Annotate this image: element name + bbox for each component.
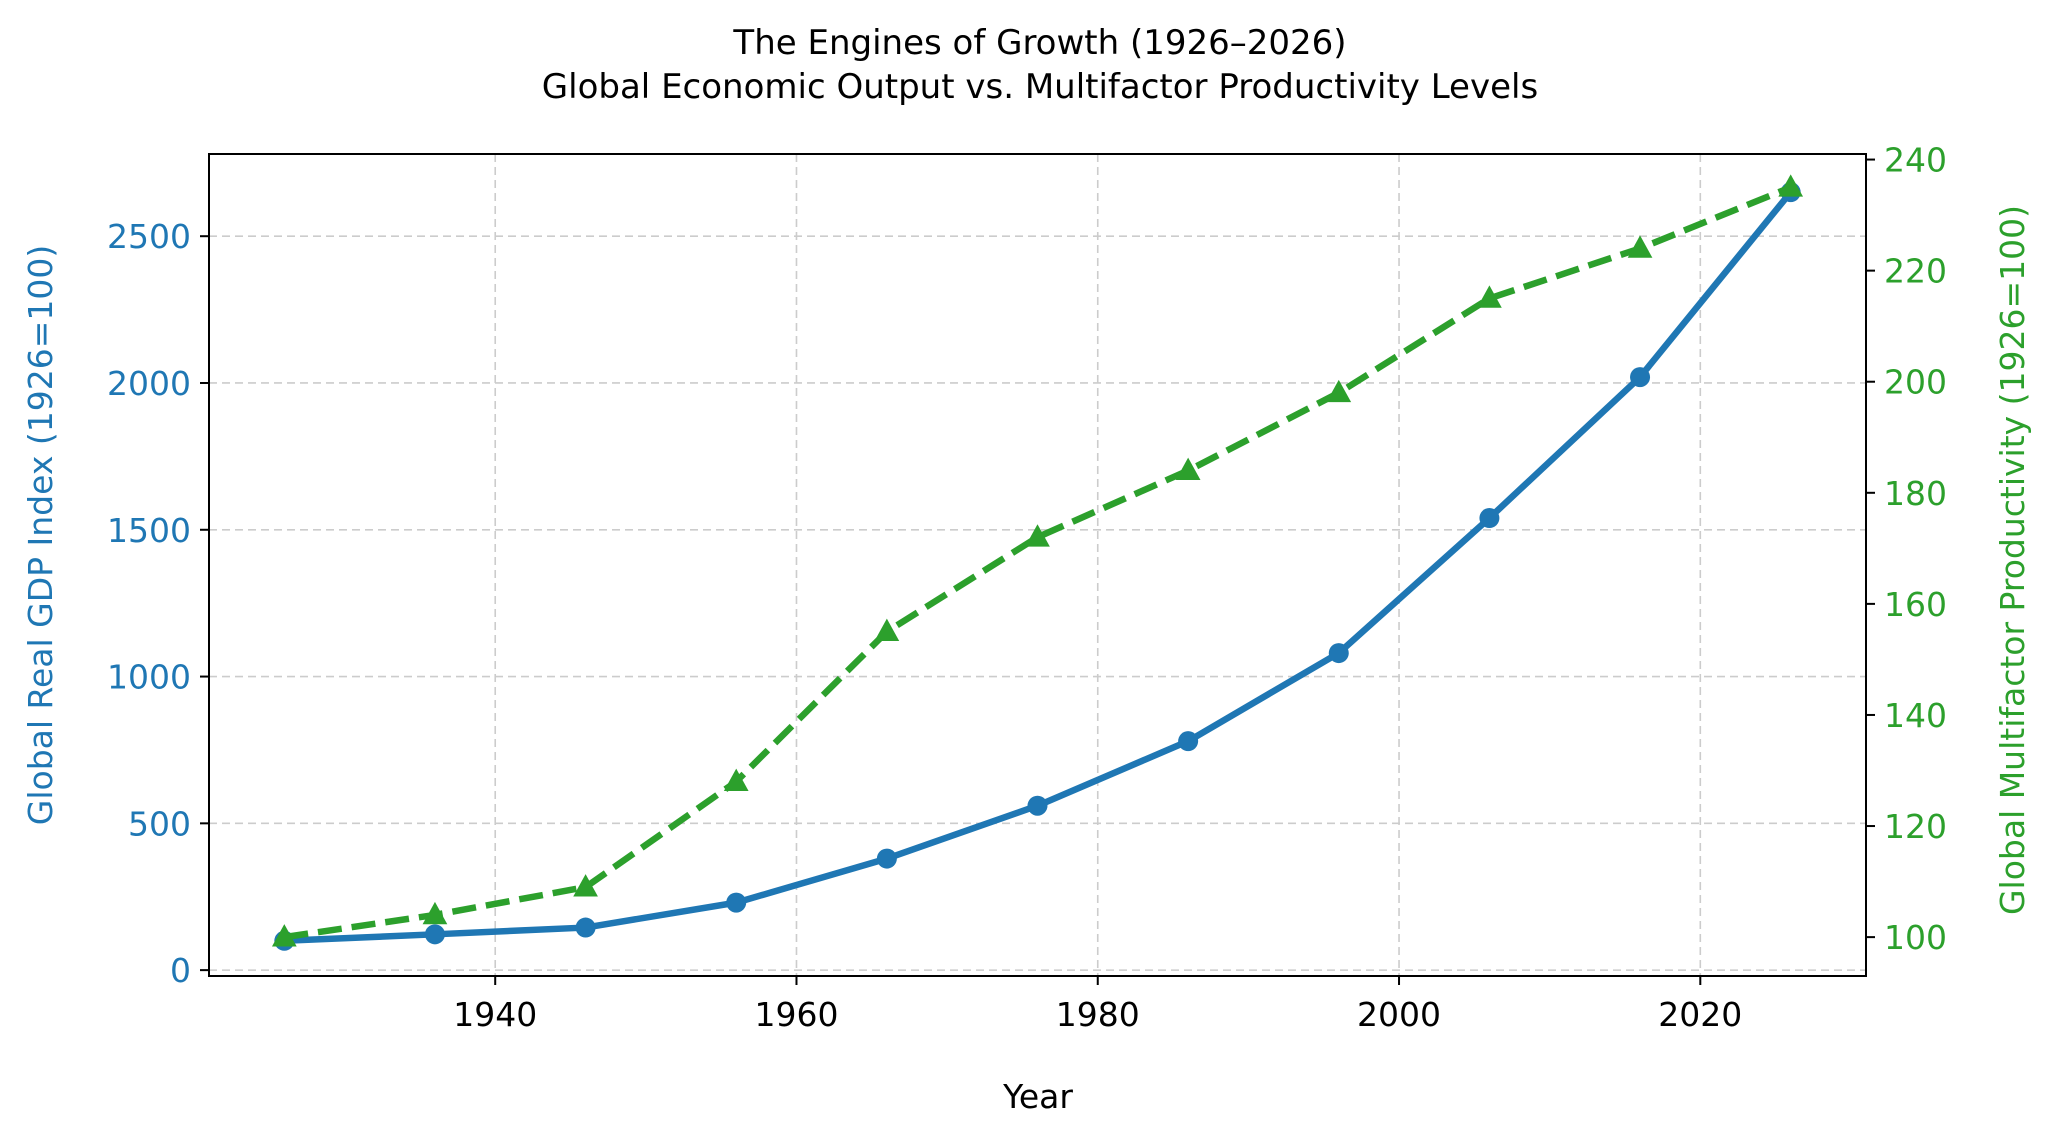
x-tick-label: 2000 xyxy=(1357,995,1441,1034)
data-point xyxy=(1027,795,1048,816)
data-point xyxy=(876,848,897,869)
y-right-tick-label: 180 xyxy=(1884,474,1947,513)
y-left-tick-label: 2000 xyxy=(107,364,191,403)
y-left-tick-label: 2500 xyxy=(107,217,191,256)
x-tick-label: 1980 xyxy=(1056,995,1140,1034)
y-right-tick-label: 160 xyxy=(1884,585,1947,624)
y-left-tick-label: 1500 xyxy=(107,511,191,550)
plot-area-frame xyxy=(208,153,1867,977)
data-point xyxy=(575,917,596,938)
y-axis-label-left: Global Real GDP Index (1926=100) xyxy=(21,245,60,825)
y-right-tick-label: 120 xyxy=(1884,807,1947,846)
y-right-tick-label: 240 xyxy=(1884,141,1947,180)
data-point xyxy=(1178,731,1199,752)
data-point xyxy=(424,924,445,945)
x-axis-label: Year xyxy=(1002,1077,1073,1116)
data-point xyxy=(723,768,749,791)
y-axis-label-right: Global Multifactor Productivity (1926=10… xyxy=(1993,205,2032,915)
x-tick-label: 2020 xyxy=(1658,995,1742,1034)
y-left-tick-label: 500 xyxy=(128,804,191,843)
data-point xyxy=(1630,367,1651,388)
y-right-tick-label: 140 xyxy=(1884,696,1947,735)
data-point xyxy=(573,874,598,897)
y-left-tick-label: 0 xyxy=(170,951,191,990)
data-point xyxy=(1778,174,1804,197)
series-1 xyxy=(274,182,1801,951)
data-point xyxy=(1025,524,1050,547)
data-point xyxy=(874,618,900,642)
chart-title: The Engines of Growth (1926–2026) xyxy=(732,23,1346,63)
data-point xyxy=(1477,285,1502,308)
plot-series xyxy=(271,174,1804,951)
data-point xyxy=(271,924,297,947)
grid xyxy=(209,154,1866,976)
data-point xyxy=(1326,379,1352,403)
chart-subtitle: Global Economic Output vs. Multifactor P… xyxy=(542,67,1538,107)
data-point xyxy=(1479,508,1500,529)
y-right-tick-label: 220 xyxy=(1884,252,1947,291)
data-point xyxy=(422,901,448,925)
y-left-tick-label: 1000 xyxy=(107,658,191,697)
data-point xyxy=(726,892,747,913)
y-right-tick-label: 100 xyxy=(1884,918,1947,957)
series-line xyxy=(283,184,1792,941)
series-line xyxy=(284,190,1794,945)
series-2 xyxy=(271,174,1804,947)
x-tick-label: 1960 xyxy=(754,995,838,1034)
x-tick-label: 1940 xyxy=(453,995,537,1034)
data-point xyxy=(1627,235,1653,258)
data-point xyxy=(1175,457,1201,480)
axes: 1940 1960 1980 2000 2020 0 500 1000 1500 2000 2500… xyxy=(107,141,1947,1034)
y-right-tick-label: 200 xyxy=(1884,363,1947,402)
data-point xyxy=(1328,643,1349,664)
